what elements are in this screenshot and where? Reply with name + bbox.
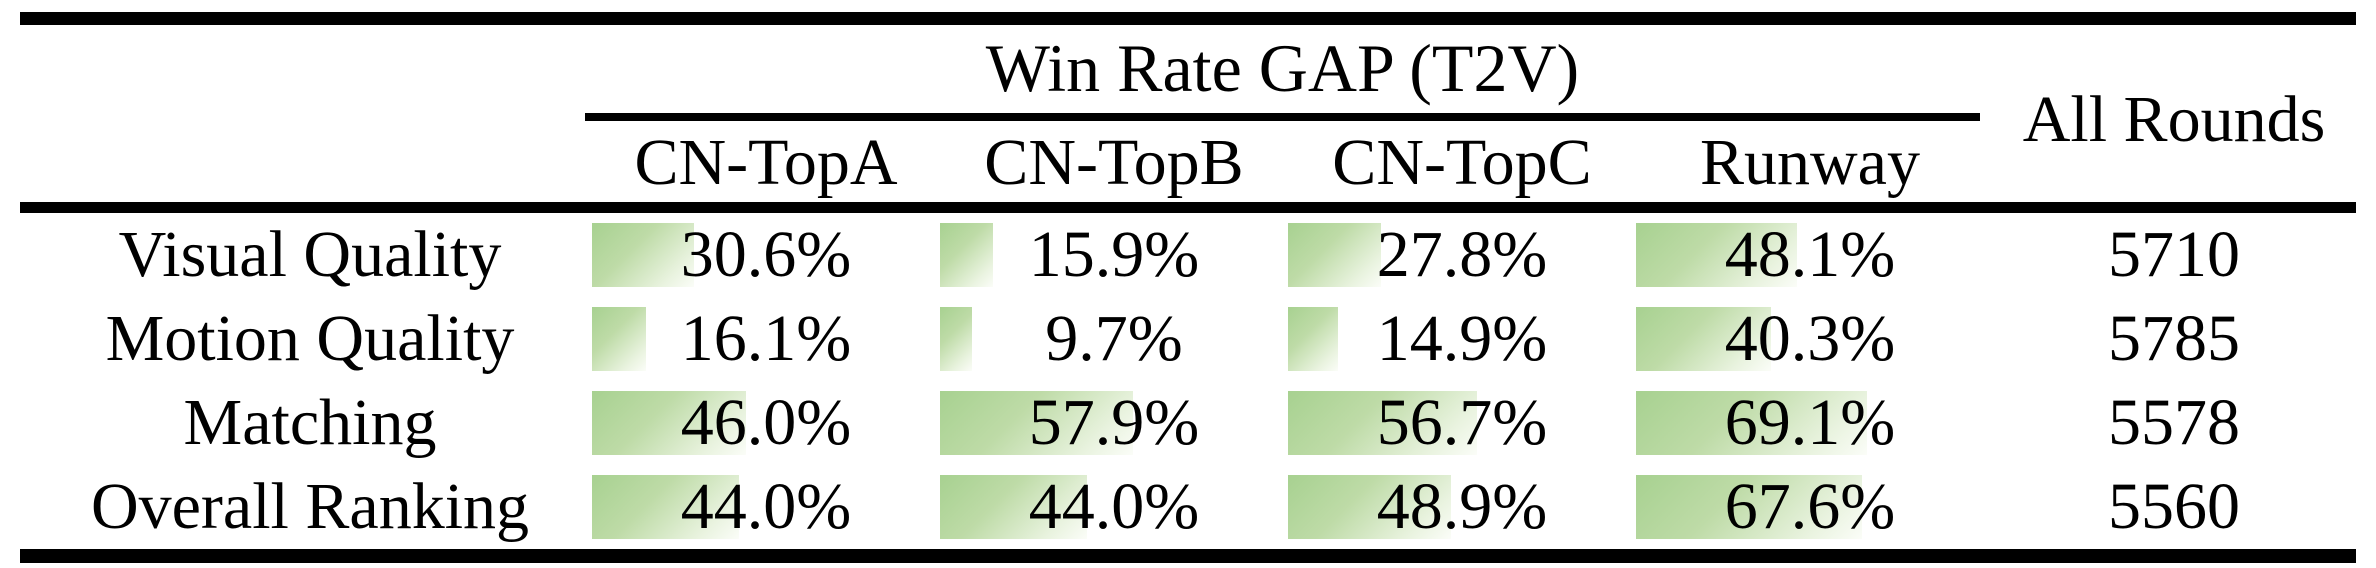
row-label-motion-quality: Motion Quality: [105, 302, 515, 375]
cell-motion-quality-cn-topc: 14.9%: [1288, 297, 1636, 381]
bar-track: [1636, 475, 1970, 539]
bar-track: [940, 475, 1274, 539]
cell-visual-quality-all-rounds: 5710: [2108, 218, 2240, 291]
win-rate-bar: [1636, 475, 1862, 539]
group-header-win-rate-gap: Win Rate GAP (T2V): [985, 29, 1580, 106]
bar-track: [1288, 223, 1622, 287]
cell-value: 30.6%: [680, 218, 852, 291]
win-rate-bar: [592, 391, 746, 455]
bar-track: [1288, 307, 1622, 371]
cell-matching-cn-topc: 56.7%: [1288, 381, 1636, 465]
win-rate-bar: [940, 391, 1134, 455]
bar-track: [940, 307, 1274, 371]
cell-overall-ranking-cn-topa: 44.0%: [592, 465, 940, 549]
cell-value: 16.1%: [680, 302, 852, 375]
cell-value: 44.0%: [680, 470, 852, 543]
cell-value: 48.9%: [1376, 470, 1548, 543]
bar-track: [592, 391, 926, 455]
cell-matching-cn-topa: 46.0%: [592, 381, 940, 465]
win-rate-bar: [1636, 391, 1867, 455]
win-rate-bar: [940, 307, 973, 371]
top-rule: [20, 12, 2356, 25]
win-rate-bar: [1636, 223, 1797, 287]
win-rate-bar: [1636, 307, 1771, 371]
win-rate-bar: [1288, 475, 1452, 539]
cell-value: 9.7%: [1045, 302, 1183, 375]
column-header-cn-topb: CN-TopB: [984, 126, 1244, 199]
cell-value: 48.1%: [1724, 218, 1896, 291]
row-label-matching: Matching: [183, 386, 437, 459]
bar-track: [1288, 475, 1622, 539]
cell-visual-quality-cn-topb: 15.9%: [940, 213, 1288, 297]
table-row: Motion Quality 16.1% 9.7% 14.9% 40.3% 57: [0, 297, 2376, 381]
table-row: Overall Ranking 44.0% 44.0% 48.9% 67.6%: [0, 465, 2376, 549]
bar-track: [1636, 307, 1970, 371]
cell-value: 40.3%: [1724, 302, 1896, 375]
bottom-rule: [20, 549, 2356, 563]
bar-track: [940, 391, 1274, 455]
win-rate-bar: [1288, 391, 1478, 455]
win-rate-bar: [940, 223, 994, 287]
cell-value: 57.9%: [1028, 386, 1200, 459]
cell-value: 44.0%: [1028, 470, 1200, 543]
cell-matching-all-rounds: 5578: [2108, 386, 2240, 459]
cell-value: 56.7%: [1376, 386, 1548, 459]
cell-motion-quality-cn-topa: 16.1%: [592, 297, 940, 381]
header-rule: [20, 202, 2356, 213]
cell-value: 14.9%: [1376, 302, 1548, 375]
win-rate-bar: [1288, 307, 1338, 371]
cell-value: 69.1%: [1724, 386, 1896, 459]
bar-track: [1636, 391, 1970, 455]
cell-matching-runway: 69.1%: [1636, 381, 1984, 465]
table-row: Visual Quality 30.6% 15.9% 27.8% 48.1% 5: [0, 213, 2376, 297]
bar-track: [592, 307, 926, 371]
cell-value: 27.8%: [1376, 218, 1548, 291]
cell-overall-ranking-runway: 67.6%: [1636, 465, 1984, 549]
column-header-all-rounds: All Rounds: [2022, 82, 2326, 156]
cell-visual-quality-cn-topc: 27.8%: [1288, 213, 1636, 297]
win-rate-bar: [940, 475, 1087, 539]
bar-track: [592, 223, 926, 287]
cell-overall-ranking-all-rounds: 5560: [2108, 470, 2240, 543]
row-label-visual-quality: Visual Quality: [118, 218, 502, 291]
bar-track: [1288, 391, 1622, 455]
bar-track: [940, 223, 1274, 287]
cell-matching-cn-topb: 57.9%: [940, 381, 1288, 465]
cell-motion-quality-runway: 40.3%: [1636, 297, 1984, 381]
bar-track: [1636, 223, 1970, 287]
cell-motion-quality-cn-topb: 9.7%: [940, 297, 1288, 381]
win-rate-bar: [592, 475, 739, 539]
row-label-overall-ranking: Overall Ranking: [90, 470, 530, 543]
win-rate-bar: [592, 223, 695, 287]
bar-track: [592, 475, 926, 539]
cell-visual-quality-cn-topa: 30.6%: [592, 213, 940, 297]
group-header-underline: [585, 113, 1980, 121]
cell-value: 46.0%: [680, 386, 852, 459]
win-rate-bar: [592, 307, 646, 371]
cell-overall-ranking-cn-topb: 44.0%: [940, 465, 1288, 549]
column-header-cn-topa: CN-TopA: [634, 126, 898, 199]
column-header-cn-topc: CN-TopC: [1332, 126, 1592, 199]
table-row: Matching 46.0% 57.9% 56.7% 69.1% 5578: [0, 381, 2376, 465]
cell-visual-quality-runway: 48.1%: [1636, 213, 1984, 297]
win-rate-bar: [1288, 223, 1381, 287]
cell-value: 67.6%: [1724, 470, 1896, 543]
cell-overall-ranking-cn-topc: 48.9%: [1288, 465, 1636, 549]
cell-motion-quality-all-rounds: 5785: [2108, 302, 2240, 375]
cell-value: 15.9%: [1028, 218, 1200, 291]
column-header-runway: Runway: [1700, 126, 1920, 199]
